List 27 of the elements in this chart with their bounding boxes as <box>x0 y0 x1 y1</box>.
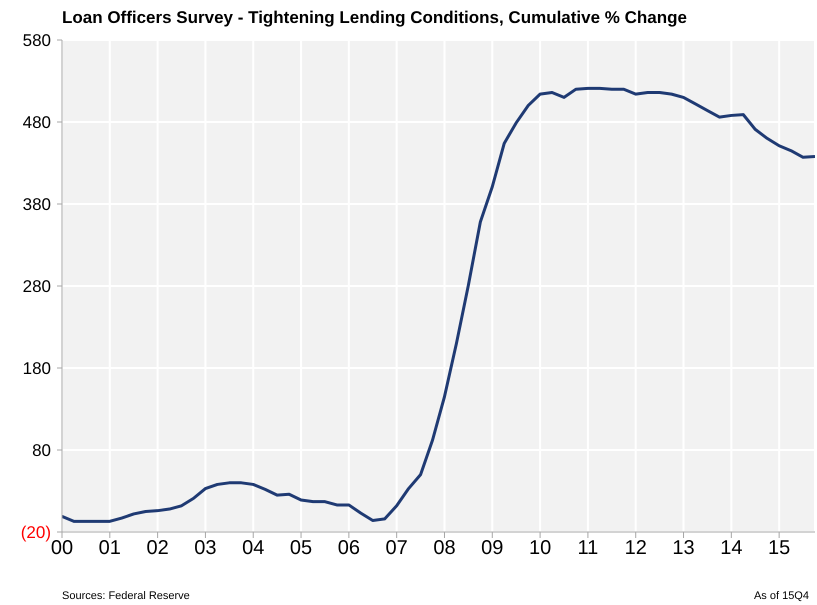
x-tick-label: 03 <box>194 537 217 560</box>
x-tick-label: 06 <box>338 537 360 560</box>
x-tick-label: 05 <box>290 537 312 560</box>
x-tick-label: 15 <box>768 537 790 560</box>
y-tick-label: 80 <box>32 441 51 460</box>
y-tick-label: 380 <box>22 195 51 214</box>
line-series <box>62 86 815 523</box>
x-tick-label: 07 <box>386 537 408 560</box>
x-tick-label: 08 <box>433 537 456 560</box>
y-tick-label: 580 <box>22 31 51 50</box>
x-tick-label: 02 <box>146 537 169 560</box>
source-note: Sources: Federal Reserve <box>62 590 190 602</box>
x-tick-label: 09 <box>481 537 504 560</box>
text: As of 15Q4 <box>754 590 809 602</box>
x-tick-label: 11 <box>578 537 598 560</box>
x-tick-label: 04 <box>242 537 264 560</box>
chart-title: Loan Officers Survey - Tightening Lending Conditions, Cumulative % Change <box>62 8 687 28</box>
y-tick-label: 480 <box>22 113 51 132</box>
x-tick-label: 14 <box>720 537 742 560</box>
x-tick-label: 12 <box>624 537 647 560</box>
y-tick-label: (20) <box>20 523 51 542</box>
x-tick-label: 10 <box>528 537 552 560</box>
y-tick-label: 280 <box>22 277 51 296</box>
x-tick-label: 01 <box>98 537 121 560</box>
y-tick-label: 180 <box>22 359 51 378</box>
x-tick-label: 00 <box>50 537 74 560</box>
x-tick-label: 13 <box>672 537 695 560</box>
